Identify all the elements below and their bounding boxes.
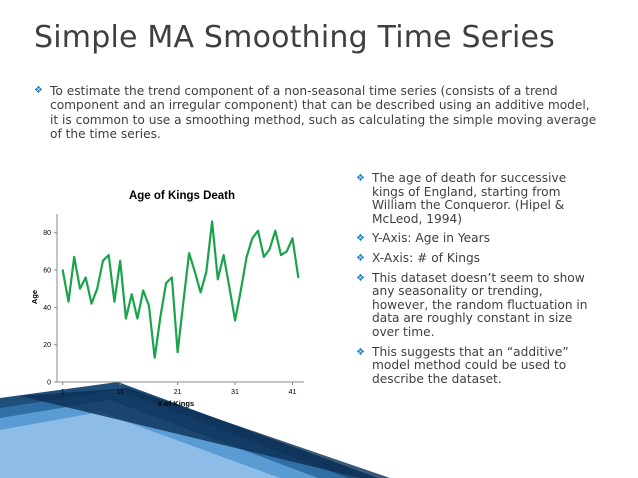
- data-point: [107, 254, 110, 256]
- y-tick-label: 0: [47, 380, 51, 387]
- list-item: ❖ The age of death for successive kings o…: [356, 171, 592, 226]
- data-point: [90, 302, 93, 305]
- main-bullet-text: To estimate the trend component of a non…: [50, 84, 597, 142]
- data-point: [297, 276, 300, 279]
- data-point: [262, 256, 265, 258]
- data-point: [73, 256, 76, 258]
- list-item-text: This dataset doesn’t seem to show any se…: [372, 270, 588, 339]
- data-point: [188, 252, 191, 255]
- series-line: [61, 220, 300, 359]
- x-tick-label: 1: [61, 389, 65, 396]
- data-point: [222, 254, 225, 256]
- x-tick-label: 21: [174, 389, 182, 396]
- main-bullet: ❖ To estimate the trend component of a n…: [34, 84, 600, 142]
- data-point: [176, 351, 179, 354]
- list-item: ❖ This suggests that an “additive” model …: [356, 344, 592, 387]
- data-point: [159, 315, 162, 318]
- list-item-text: X-Axis: # of Kings: [372, 250, 481, 265]
- diamond-bullet-icon: ❖: [34, 85, 43, 96]
- y-tick-label: 60: [43, 268, 51, 275]
- data-point: [216, 278, 219, 281]
- data-point: [228, 285, 231, 288]
- x-tick-label: 31: [231, 389, 239, 396]
- data-point: [119, 259, 122, 262]
- data-point: [268, 248, 271, 251]
- data-point: [234, 319, 236, 322]
- data-point: [102, 259, 104, 262]
- list-item-text: The age of death for successive kings of…: [372, 171, 567, 226]
- data-point: [148, 304, 150, 307]
- list-item: ❖ This dataset doesn’t seem to show any s…: [356, 270, 592, 340]
- y-tick-label: 20: [43, 342, 51, 349]
- data-point: [61, 269, 64, 271]
- data-point: [125, 317, 127, 320]
- data-point: [199, 291, 202, 294]
- diamond-bullet-icon: ❖: [356, 272, 365, 284]
- data-point: [130, 293, 133, 296]
- right-bullet-list: ❖ The age of death for successive kings o…: [356, 171, 592, 392]
- list-item: ❖ Y-Axis: Age in Years: [356, 232, 592, 246]
- diamond-bullet-icon: ❖: [356, 346, 365, 358]
- diamond-bullet-icon: ❖: [356, 233, 365, 245]
- data-point: [211, 220, 213, 223]
- data-point: [96, 287, 99, 290]
- data-point: [251, 237, 254, 240]
- data-point: [113, 300, 116, 303]
- data-point: [136, 317, 139, 320]
- y-tick-label: 80: [43, 230, 51, 237]
- slide-title: Simple MA Smoothing Time Series: [34, 20, 556, 55]
- data-point: [153, 356, 156, 359]
- y-axis-label: Age: [30, 290, 39, 304]
- data-point: [274, 229, 277, 232]
- data-point: [84, 276, 87, 279]
- data-point: [142, 289, 145, 292]
- x-axis-label: # of Kings: [158, 399, 194, 408]
- list-item-text: This suggests that an “additive” model m…: [372, 344, 569, 386]
- x-tick-label: 11: [117, 389, 124, 396]
- data-point: [285, 250, 288, 253]
- diamond-bullet-icon: ❖: [356, 173, 365, 184]
- data-point: [165, 282, 168, 284]
- data-point: [205, 270, 208, 273]
- chart-title: Age of Kings Death: [129, 190, 235, 202]
- data-point: [245, 256, 248, 258]
- data-point: [170, 276, 173, 279]
- data-point: [193, 270, 196, 273]
- data-point: [257, 229, 259, 232]
- data-point: [239, 289, 242, 292]
- data-point: [280, 254, 282, 256]
- y-tick-label: 40: [43, 305, 51, 312]
- x-tick-label: 41: [289, 389, 297, 396]
- data-point: [291, 237, 294, 240]
- list-item: ❖ X-Axis: # of Kings: [356, 250, 592, 266]
- data-point: [182, 300, 185, 303]
- data-point: [67, 300, 70, 303]
- data-point: [79, 287, 81, 290]
- list-item-text: Y-Axis: Age in Years: [372, 231, 490, 246]
- diamond-bullet-icon: ❖: [356, 252, 365, 264]
